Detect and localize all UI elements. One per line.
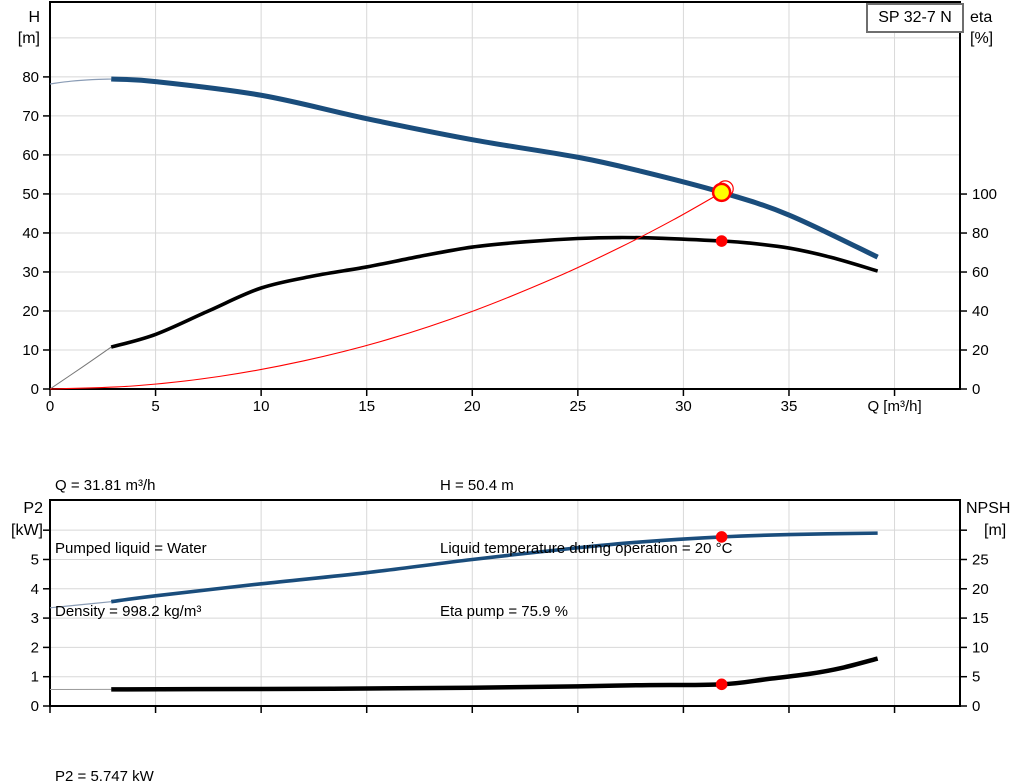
eta-pump-text: Eta pump = 75.9 % xyxy=(440,603,568,620)
density-text: Density = 998.2 kg/m³ xyxy=(55,603,202,620)
npsh-duty-dot xyxy=(715,678,728,691)
y-left-axis-label: P2 xyxy=(23,500,43,517)
eta-curve xyxy=(110,235,879,349)
x-axis-unit-label: Q [m³/h] xyxy=(867,398,921,415)
y-left-tick-label: 20 xyxy=(22,303,39,320)
y-right-tick-label: 20 xyxy=(972,581,989,598)
y-right-tick-label: 25 xyxy=(972,551,989,568)
p2-text: P2 = 5.747 kW xyxy=(55,768,154,781)
h-curve-lead xyxy=(49,78,112,85)
y-left-tick-label: 70 xyxy=(22,108,39,125)
y-right-tick-label: 20 xyxy=(972,342,989,359)
y-left-tick-label: 50 xyxy=(22,186,39,203)
head-text: H = 50.4 m xyxy=(440,477,514,494)
x-tick-label: 15 xyxy=(358,398,375,415)
duty-info-right: H = 50.4 m Liquid temperature during ope… xyxy=(440,433,732,664)
plot-frame xyxy=(49,499,961,707)
p2-curve-lead xyxy=(49,601,112,609)
y-right-axis-label: [m] xyxy=(984,522,1006,539)
liquid-temp-text: Liquid temperature during operation = 20… xyxy=(440,540,733,557)
x-tick-label: 0 xyxy=(46,398,54,415)
y-left-axis-label: [kW] xyxy=(11,522,43,539)
y-left-tick-label: 40 xyxy=(22,225,39,242)
y-left-tick-label: 30 xyxy=(22,264,39,281)
pump-model-badge: SP 32-7 N xyxy=(866,3,964,33)
y-left-tick-label: 1 xyxy=(31,669,39,686)
power-npsh-info: P2 = 5.747 kW NPSH = 4.08 m xyxy=(55,724,160,781)
y-right-tick-label: 60 xyxy=(972,264,989,281)
y-right-axis-label: NPSH xyxy=(966,500,1010,517)
plot-frame xyxy=(49,1,961,390)
eta-curve-lead xyxy=(49,346,112,390)
y-right-tick-label: 0 xyxy=(972,381,980,398)
y-left-tick-label: 60 xyxy=(22,147,39,164)
system-curve xyxy=(49,191,722,390)
x-tick-label: 10 xyxy=(253,398,270,415)
y-right-tick-label: 5 xyxy=(972,669,980,686)
duty-info-left: Q = 31.81 m³/h Pumped liquid = Water Den… xyxy=(55,433,207,664)
x-tick-label: 5 xyxy=(151,398,159,415)
p2-curve xyxy=(110,531,878,604)
y-left-tick-label: 2 xyxy=(31,639,39,656)
y-left-tick-label: 3 xyxy=(31,610,39,627)
y-right-tick-label: 100 xyxy=(972,186,997,203)
y-right-tick-label: 40 xyxy=(972,303,989,320)
y-left-axis-label: H xyxy=(28,9,40,26)
h-curve xyxy=(111,76,879,260)
y-right-axis-label: [%] xyxy=(970,30,993,47)
y-left-tick-label: 0 xyxy=(31,698,39,715)
y-left-tick-label: 0 xyxy=(31,381,39,398)
y-right-axis-label: eta xyxy=(970,9,992,26)
pump-model-label: SP 32-7 N xyxy=(878,9,952,26)
pumped-liquid-text: Pumped liquid = Water xyxy=(55,540,207,557)
x-tick-label: 25 xyxy=(569,398,586,415)
y-left-tick-label: 10 xyxy=(22,342,39,359)
x-tick-label: 20 xyxy=(464,398,481,415)
y-right-tick-label: 80 xyxy=(972,225,989,242)
y-left-tick-label: 4 xyxy=(31,581,39,598)
x-tick-label: 30 xyxy=(675,398,692,415)
y-left-tick-label: 5 xyxy=(31,551,39,568)
y-left-tick-label: 80 xyxy=(22,69,39,86)
y-right-tick-label: 15 xyxy=(972,610,989,627)
duty-point[interactable] xyxy=(711,182,732,203)
eta-duty-dot xyxy=(715,235,728,247)
y-right-tick-label: 10 xyxy=(972,639,989,656)
npsh-curve xyxy=(111,656,879,692)
p2-duty-dot xyxy=(715,531,728,543)
y-right-tick-label: 0 xyxy=(972,698,980,715)
x-tick-label: 35 xyxy=(781,398,798,415)
duty-flow-text: Q = 31.81 m³/h xyxy=(55,477,156,494)
y-left-axis-label: [m] xyxy=(18,30,40,47)
